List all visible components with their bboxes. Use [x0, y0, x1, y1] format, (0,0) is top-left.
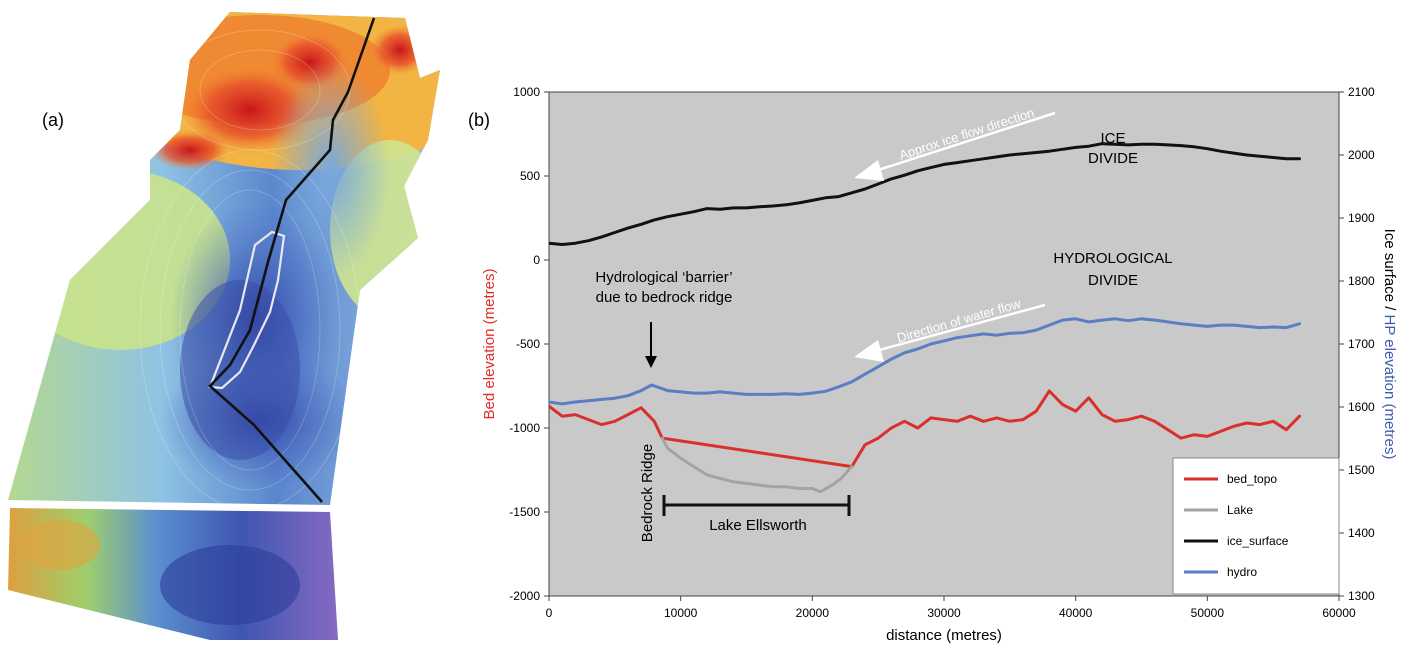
x-tick-label: 0	[546, 606, 553, 620]
x-axis: 0 10000 20000 30000 40000 50000 60000	[546, 596, 1356, 620]
series-line-hydro	[549, 317, 1301, 406]
y-right-tick-label: 1600	[1348, 400, 1375, 414]
y-axis-right-label: Ice surface / HP elevation (metres)	[1381, 229, 1398, 460]
x-tick-label: 50000	[1191, 606, 1225, 620]
barrier-arrow-head	[645, 356, 657, 368]
y-left-tick-label: -2000	[509, 589, 540, 603]
legend-label: hydro	[1227, 565, 1257, 579]
y-left-tick-label: 500	[520, 169, 540, 183]
y-right-tick-label: 1500	[1348, 463, 1375, 477]
hydro-divide-label-1: HYDROLOGICAL	[1053, 250, 1172, 267]
y-left-tick-label: -1000	[509, 421, 540, 435]
profile-line	[208, 17, 376, 503]
hydro-divide-label-2: DIVIDE	[1088, 272, 1138, 289]
water-flow-arrow-shaft	[871, 303, 1046, 354]
y-left-tick-label: 1000	[513, 85, 540, 99]
y-axis-left: 1000 500 0 -500 -1000 -1500 -2000	[509, 85, 549, 603]
x-tick-label: 40000	[1059, 606, 1093, 620]
series-line-lake	[660, 436, 854, 494]
series-line-ice-surface	[549, 142, 1301, 246]
y-axis-left-label: Bed elevation (metres)	[481, 269, 498, 420]
legend-label: Lake	[1227, 503, 1253, 517]
ice-flow-arrow-head	[854, 160, 884, 181]
y-left-tick-label: -500	[516, 337, 540, 351]
x-tick-label: 10000	[664, 606, 698, 620]
bedrock-ridge-label: Bedrock Ridge	[639, 444, 656, 542]
x-tick-label: 30000	[927, 606, 961, 620]
x-axis-label: distance (metres)	[886, 627, 1002, 644]
y-axis-right-label-part1: Ice surface /	[1381, 229, 1398, 315]
y-right-tick-label: 2000	[1348, 148, 1375, 162]
x-tick-label: 60000	[1322, 606, 1356, 620]
y-right-tick-label: 1800	[1348, 274, 1375, 288]
y-right-tick-label: 1700	[1348, 337, 1375, 351]
panel-a-label: (a)	[42, 110, 64, 130]
y-axis-right: 2100 2000 1900 1800 1700 1600 1500 1400 1300	[1339, 85, 1375, 603]
series-line-bed-topo	[549, 389, 1301, 469]
barrier-label-1: Hydrological ‘barrier’	[595, 269, 732, 286]
y-left-tick-label: 0	[533, 253, 540, 267]
y-axis-right-label-part2: HP elevation (metres)	[1381, 315, 1398, 460]
series-lines	[549, 142, 1301, 494]
panel-b-chart: (b) 0 10000 20000 30000 40000 50000 60000 1000…	[468, 85, 1398, 644]
water-flow-arrow-head	[854, 340, 884, 362]
panel-a-map: (a)	[8, 12, 440, 640]
panel-b-label: (b)	[468, 110, 490, 130]
y-left-tick-label: -1500	[509, 505, 540, 519]
legend-label: bed_topo	[1227, 472, 1277, 486]
x-tick-label: 20000	[796, 606, 830, 620]
ice-divide-label-2: DIVIDE	[1088, 150, 1138, 167]
y-right-tick-label: 2100	[1348, 85, 1375, 99]
legend-label: ice_surface	[1227, 534, 1289, 548]
y-right-tick-label: 1300	[1348, 589, 1375, 603]
ice-flow-arrow-shaft	[871, 111, 1056, 174]
lake-outline	[208, 230, 286, 390]
y-right-tick-label: 1400	[1348, 526, 1375, 540]
lake-ellsworth-label: Lake Ellsworth	[709, 517, 807, 534]
y-right-tick-label: 1900	[1348, 211, 1375, 225]
ice-divide-label-1: ICE	[1100, 130, 1125, 147]
barrier-label-2: due to bedrock ridge	[596, 289, 733, 306]
